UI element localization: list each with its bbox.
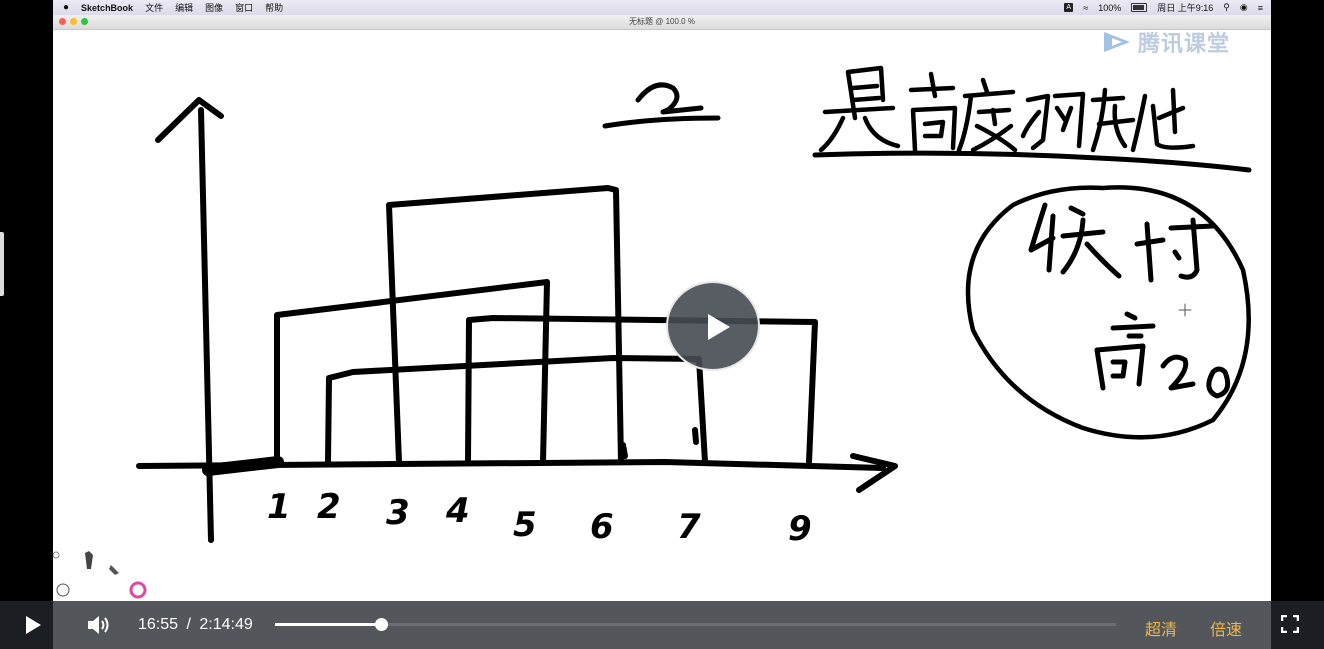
heading-number <box>605 85 718 126</box>
quality-button[interactable]: 超清 <box>1145 616 1177 640</box>
input-source-icon[interactable]: A <box>1064 3 1073 12</box>
watermark-play-icon <box>1100 28 1134 56</box>
wifi-icon[interactable]: ≈ <box>1083 3 1088 13</box>
battery-icon[interactable] <box>1131 3 1147 12</box>
circle-text <box>1031 205 1228 396</box>
layer-icon <box>57 584 69 596</box>
menu-window[interactable]: 窗口 <box>235 1 253 14</box>
total-duration: 2:14:49 <box>199 616 252 633</box>
pen-icon <box>109 565 119 575</box>
side-tab-handle[interactable] <box>0 232 4 296</box>
video-frame: 1 2 3 4 5 6 7 9 ● SketchBook 文件 编辑 图像 窗口… <box>53 0 1271 649</box>
axis-label: 1 <box>267 487 291 527</box>
siri-icon[interactable]: ◉ <box>1240 2 1248 13</box>
axis-label: 5 <box>513 505 537 545</box>
zoom-window-button[interactable] <box>81 18 88 25</box>
window-controls <box>59 18 88 25</box>
menu-image[interactable]: 图像 <box>205 1 223 14</box>
battery-percent[interactable]: 100% <box>1098 3 1121 13</box>
app-name[interactable]: SketchBook <box>81 3 133 13</box>
axis-label: 9 <box>788 509 812 549</box>
menu-help[interactable]: 帮助 <box>265 1 283 14</box>
window-title-bar: 无标题 @ 100.0 % <box>53 15 1271 30</box>
seek-handle[interactable] <box>375 618 388 631</box>
menu-edit[interactable]: 编辑 <box>175 1 193 14</box>
apple-icon[interactable]: ● <box>63 2 69 13</box>
bar-4-9 <box>468 318 815 462</box>
axis-label: 7 <box>677 507 701 547</box>
handwritten-title <box>821 68 1193 150</box>
spotlight-icon[interactable]: ⚲ <box>1223 2 1230 13</box>
menu-bar: ● SketchBook 文件 编辑 图像 窗口 帮助 A ≈ 100% 周日 … <box>53 0 1271 15</box>
axis-label: 3 <box>386 493 410 533</box>
speed-button[interactable]: 倍速 <box>1210 616 1242 640</box>
whiteboard-canvas: 1 2 3 4 5 6 7 9 <box>53 0 1271 649</box>
bar-1-5 <box>277 282 547 462</box>
watermark-text: 腾讯课堂 <box>1138 26 1230 58</box>
color-wheel-icon <box>131 583 145 597</box>
current-time: 16:55 <box>138 616 178 633</box>
center-play-button[interactable] <box>666 281 760 371</box>
seek-bar-played <box>275 623 381 626</box>
axis-label: 2 <box>317 487 341 527</box>
play-icon[interactable] <box>26 616 41 634</box>
close-window-button[interactable] <box>59 18 66 25</box>
bar-3-6 <box>389 188 621 462</box>
brightness-icon <box>53 552 59 558</box>
time-display: 16:55 / 2:14:49 <box>138 616 253 634</box>
axis-label: 4 <box>445 491 470 531</box>
axis-origin-mark <box>208 462 278 470</box>
seek-bar[interactable] <box>275 623 1116 626</box>
axis-label: 6 <box>590 507 614 547</box>
time-separator: / <box>187 616 191 633</box>
menu-file[interactable]: 文件 <box>145 1 163 14</box>
sketch-tool-palette <box>53 545 153 605</box>
notification-center-icon[interactable]: ≡ <box>1258 3 1263 13</box>
title-underline <box>815 153 1249 170</box>
fullscreen-icon[interactable] <box>1281 615 1299 633</box>
watermark-logo: 腾讯课堂 <box>1100 26 1230 58</box>
clock[interactable]: 周日 上午9:16 <box>1157 1 1213 14</box>
minimize-window-button[interactable] <box>70 18 77 25</box>
volume-icon[interactable] <box>86 614 112 636</box>
window-title: 无标题 @ 100.0 % <box>629 17 695 26</box>
brush-icon <box>85 551 93 569</box>
bar-2-7 <box>328 358 705 462</box>
